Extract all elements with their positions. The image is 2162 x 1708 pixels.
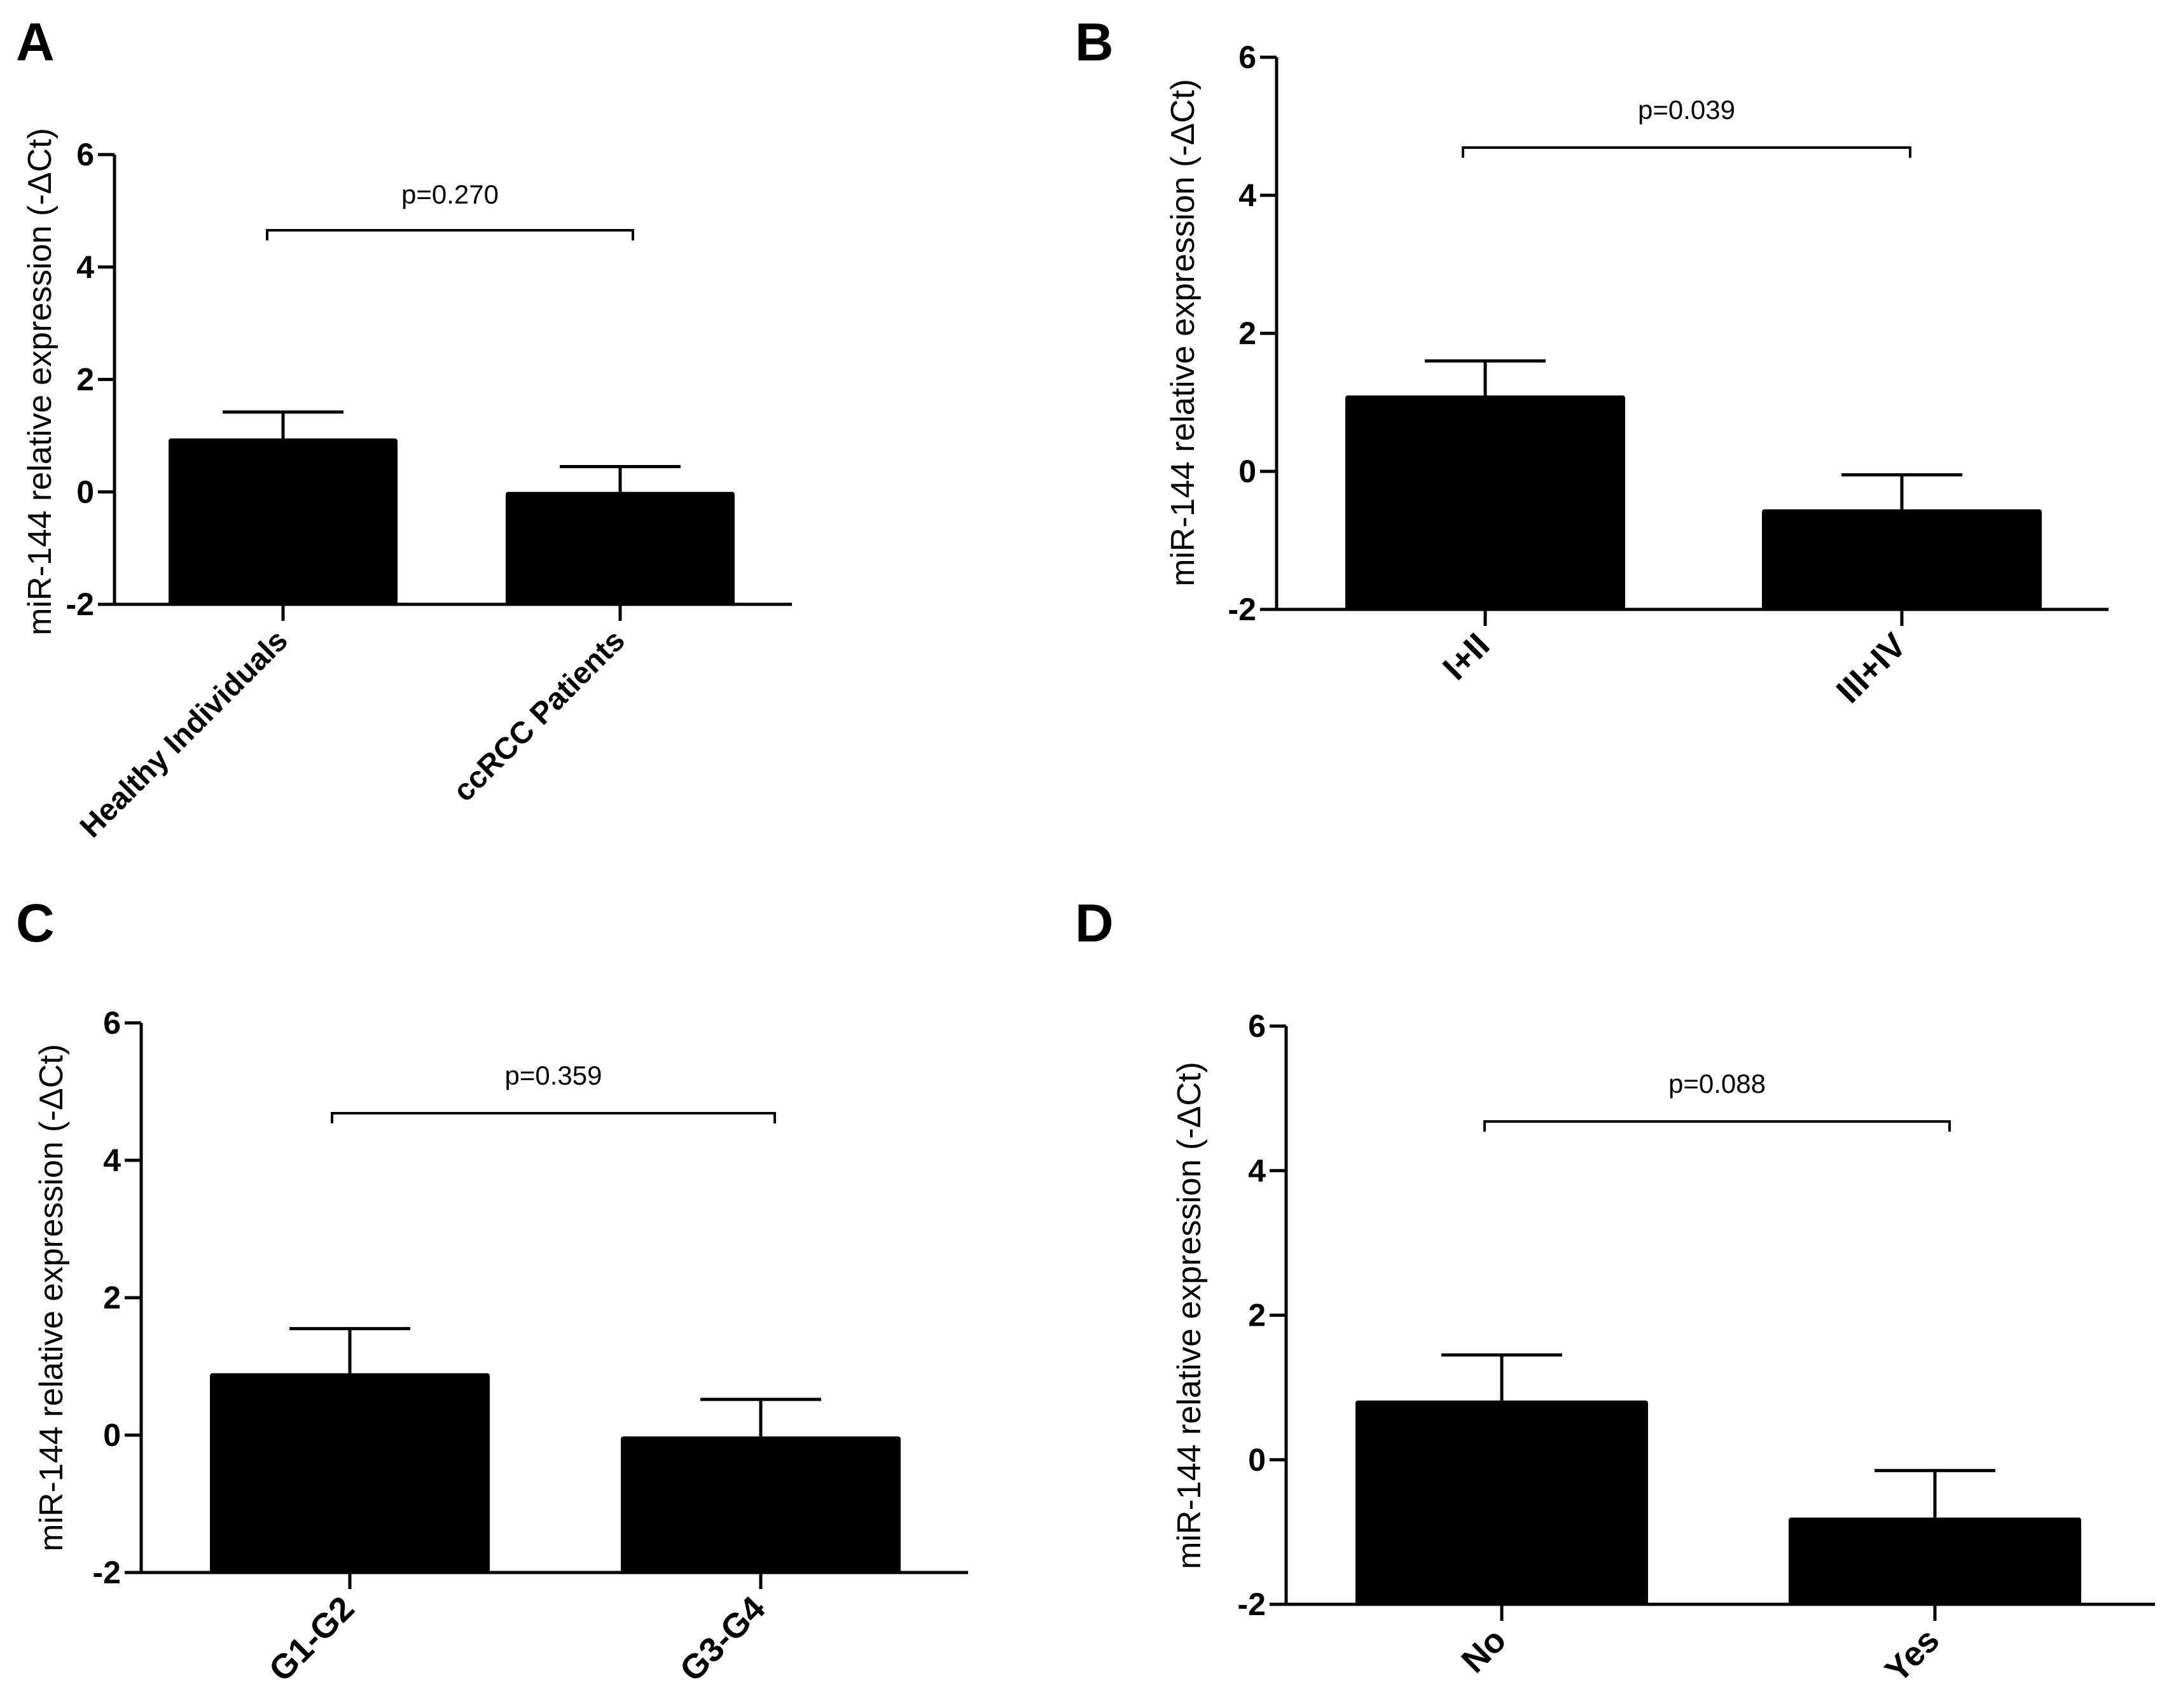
- bar: [169, 438, 398, 604]
- y-tick-label: 0: [1248, 1442, 1266, 1478]
- y-tick-label: 0: [1238, 454, 1256, 489]
- significance-bracket: [331, 1112, 776, 1123]
- y-axis-label: miR-144 relative expression (-ΔCt): [33, 1044, 70, 1552]
- bar: [1762, 509, 2042, 609]
- significance-bracket: [1462, 146, 1911, 158]
- y-tick-label: 6: [103, 1005, 121, 1041]
- x-category-label: No: [1454, 1621, 1513, 1680]
- p-value-label: p=0.359: [505, 1060, 602, 1090]
- panel-letter: D: [1075, 893, 1114, 953]
- significance-bracket: [266, 229, 634, 240]
- y-tick-label: 6: [76, 137, 94, 172]
- y-tick-label: 6: [1248, 1008, 1266, 1044]
- y-tick-label: 2: [103, 1280, 121, 1316]
- chart-panel-a: A -2 0 2 4 6 miR-144 relative expression (-ΔCt…: [16, 12, 792, 844]
- y-tick-label: 4: [1248, 1153, 1266, 1188]
- x-category-label: Yes: [1878, 1621, 1946, 1690]
- chart-panel-b: B -2 0 2 4 6 miR-144 relative expression (-ΔCt…: [1075, 12, 2109, 711]
- panel-letter: C: [16, 893, 55, 953]
- y-tick-label: -2: [1228, 592, 1256, 627]
- y-tick-label: 2: [76, 362, 94, 398]
- p-value-label: p=0.088: [1668, 1069, 1766, 1099]
- y-tick-label: -2: [93, 1555, 121, 1590]
- x-category-label: G3-G4: [672, 1589, 772, 1689]
- y-tick-label: 4: [76, 249, 94, 285]
- bar: [1345, 395, 1625, 609]
- bar: [506, 492, 735, 604]
- p-value-label: p=0.039: [1638, 95, 1735, 125]
- p-value-label: p=0.270: [401, 179, 499, 209]
- x-category-label: G1-G2: [261, 1589, 361, 1689]
- x-category-label: ccRCC Patients: [447, 623, 632, 808]
- x-category-label: III+IV: [1829, 626, 1914, 711]
- panel-letter: B: [1075, 12, 1114, 72]
- chart-panel-c: C -2 0 2 4 6 miR-144 relative expression (-ΔCt…: [16, 893, 968, 1689]
- y-tick-label: 2: [1238, 316, 1256, 351]
- bar: [210, 1373, 490, 1573]
- y-tick-label: 6: [1238, 39, 1256, 75]
- y-tick-label: -2: [66, 587, 94, 622]
- bar: [1355, 1400, 1648, 1604]
- chart-panel-d: D -2 0 2 4 6 miR-144 relative expression (-ΔCt…: [1075, 893, 2155, 1690]
- bar: [621, 1436, 901, 1573]
- bar: [1789, 1517, 2081, 1604]
- x-category-label: Healthy Individuals: [74, 623, 295, 844]
- y-tick-label: 0: [76, 474, 94, 510]
- panel-letter: A: [16, 12, 55, 72]
- y-axis-label: miR-144 relative expression (-ΔCt): [1171, 1062, 1208, 1569]
- y-tick-label: 4: [103, 1142, 121, 1178]
- y-axis-label: miR-144 relative expression (-ΔCt): [22, 128, 59, 635]
- significance-bracket: [1483, 1120, 1951, 1132]
- y-tick-label: 4: [1238, 177, 1256, 213]
- y-tick-label: 2: [1248, 1298, 1266, 1333]
- y-tick-label: -2: [1238, 1586, 1266, 1622]
- x-category-label: I+II: [1436, 626, 1497, 688]
- y-axis-label: miR-144 relative expression (-ΔCt): [1165, 79, 1202, 587]
- y-tick-label: 0: [103, 1417, 121, 1453]
